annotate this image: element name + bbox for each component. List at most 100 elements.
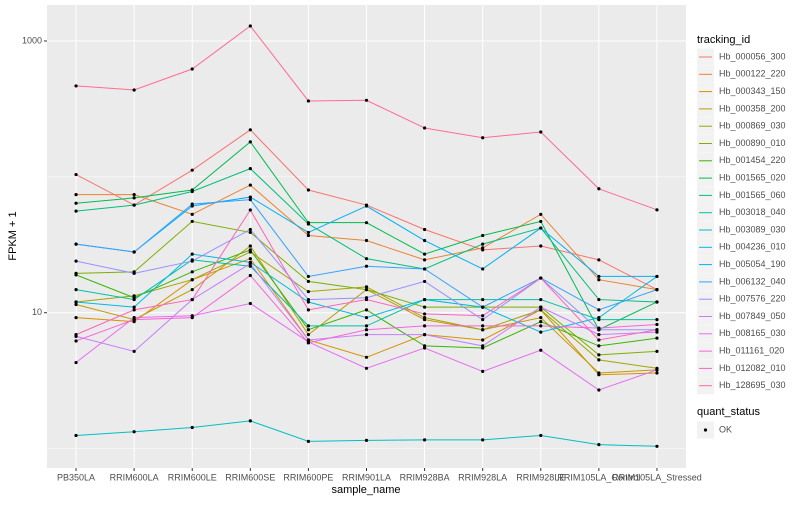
- legend-title: tracking_id: [697, 34, 750, 46]
- data-point: [248, 198, 252, 202]
- data-point: [655, 336, 659, 340]
- data-point: [306, 222, 311, 226]
- data-point: [74, 333, 78, 337]
- data-point: [364, 98, 369, 102]
- legend-label: Hb_007576_220: [719, 294, 786, 304]
- data-point: [481, 314, 485, 318]
- data-point: [597, 344, 601, 348]
- data-point: [655, 328, 659, 332]
- data-point: [539, 305, 543, 309]
- data-point: [74, 201, 78, 205]
- data-point: [539, 320, 543, 324]
- data-point: [132, 250, 136, 254]
- data-point: [248, 167, 252, 171]
- legend-label: Hb_003089_030: [719, 224, 786, 234]
- data-point: [306, 233, 311, 238]
- data-point: [190, 288, 194, 292]
- data-point: [364, 285, 369, 289]
- data-point: [422, 333, 427, 337]
- data-point: [481, 318, 485, 322]
- data-point: [248, 261, 252, 266]
- data-point: [306, 308, 311, 312]
- data-point: [190, 316, 194, 320]
- legend-label: Hb_000869_030: [719, 121, 786, 131]
- data-point: [74, 288, 78, 292]
- legend-label: Hb_004236_010: [719, 242, 786, 252]
- data-point: [132, 297, 136, 302]
- data-point: [306, 328, 311, 332]
- data-point: [74, 259, 78, 263]
- data-point: [190, 189, 194, 194]
- legend-label: Hb_003018_040: [719, 207, 786, 217]
- data-point: [306, 290, 311, 294]
- data-point: [364, 308, 369, 312]
- data-point: [248, 273, 252, 278]
- data-point: [190, 252, 194, 256]
- legend-label: Hb_000358_200: [719, 103, 786, 113]
- data-point: [481, 344, 485, 348]
- data-point: [364, 333, 369, 337]
- data-point: [539, 226, 543, 230]
- data-point: [422, 438, 427, 442]
- legend-label: Hb_128695_030: [719, 380, 786, 390]
- data-point: [306, 324, 311, 328]
- data-point: [190, 425, 194, 430]
- data-point: [364, 204, 369, 208]
- data-point: [132, 271, 136, 275]
- data-point: [132, 318, 136, 322]
- data-point: [364, 288, 369, 292]
- data-point: [364, 328, 369, 332]
- data-point: [597, 326, 601, 330]
- data-point: [74, 242, 78, 246]
- data-point: [422, 252, 427, 256]
- data-point: [481, 324, 485, 328]
- data-point: [422, 305, 427, 309]
- legend-label: Hb_005054_190: [719, 259, 786, 269]
- data-point: [306, 439, 311, 444]
- data-point: [306, 333, 311, 337]
- data-point: [190, 219, 194, 224]
- data-point: [306, 341, 311, 345]
- data-point: [597, 333, 601, 337]
- data-point: [539, 330, 543, 334]
- data-point: [364, 297, 369, 302]
- data-point: [132, 305, 136, 309]
- data-point: [306, 230, 311, 235]
- x-tick-label: RRIM600PE: [283, 472, 333, 482]
- legend-label: Hb_000122_220: [719, 69, 786, 79]
- data-point: [190, 297, 194, 302]
- legend-label: Hb_001565_020: [719, 172, 786, 182]
- data-point: [597, 187, 601, 191]
- data-point: [248, 301, 252, 306]
- data-point: [597, 258, 601, 262]
- data-point: [597, 371, 601, 375]
- data-point: [190, 202, 194, 206]
- data-point: [422, 316, 427, 320]
- data-point: [422, 238, 427, 243]
- legend-label: Hb_000890_010: [719, 138, 786, 148]
- data-point: [422, 227, 427, 232]
- data-point: [248, 208, 252, 212]
- data-point: [74, 339, 78, 343]
- data-point: [306, 274, 311, 279]
- data-point: [422, 346, 427, 350]
- data-point: [306, 297, 311, 302]
- legend-label: Hb_001565_060: [719, 190, 786, 200]
- data-point: [248, 264, 252, 268]
- data-point: [539, 219, 543, 224]
- legend-label: Hb_012082_010: [719, 363, 786, 373]
- data-point: [306, 279, 311, 284]
- data-point: [597, 443, 601, 447]
- data-point: [190, 168, 194, 172]
- data-point: [481, 328, 485, 332]
- data-point: [655, 371, 659, 375]
- x-tick-label: RRIM901LA: [342, 472, 391, 482]
- data-point: [655, 274, 659, 279]
- data-point: [306, 188, 311, 192]
- data-point: [248, 257, 252, 261]
- data-point: [539, 130, 543, 134]
- x-tick-label: RRIM928BA: [400, 472, 450, 482]
- data-point: [422, 279, 427, 284]
- data-point: [248, 195, 252, 199]
- data-point: [481, 305, 485, 309]
